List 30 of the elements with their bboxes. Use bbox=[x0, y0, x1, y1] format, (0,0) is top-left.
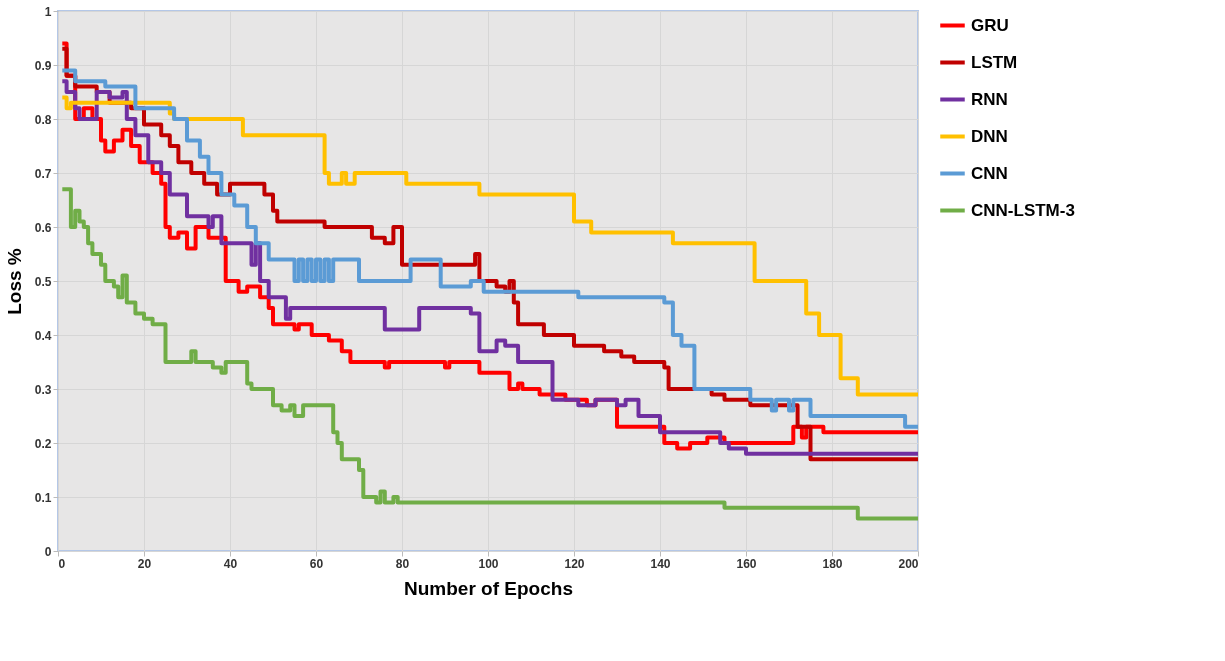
y-tick-label: 0.1 bbox=[34, 490, 52, 505]
y-axis-title: Loss % bbox=[3, 248, 25, 315]
y-tick-label: 0.4 bbox=[34, 328, 52, 343]
x-tick-label: 0 bbox=[58, 556, 66, 571]
x-tick-label: 200 bbox=[898, 556, 919, 571]
x-tick-label: 120 bbox=[564, 556, 585, 571]
x-tick-label: 80 bbox=[395, 556, 410, 571]
legend-label: GRU bbox=[971, 15, 1009, 35]
legend-label: RNN bbox=[971, 89, 1008, 109]
legend-label: DNN bbox=[971, 126, 1008, 146]
x-tick-label: 160 bbox=[736, 556, 757, 571]
y-tick-label: 0.3 bbox=[34, 382, 52, 397]
y-tick-label: 0 bbox=[44, 544, 52, 559]
x-tick-label: 40 bbox=[223, 556, 238, 571]
x-tick-label: 100 bbox=[478, 556, 499, 571]
x-tick-label: 180 bbox=[822, 556, 843, 571]
y-tick-label: 0.8 bbox=[34, 112, 52, 127]
legend-label: CNN-LSTM-3 bbox=[971, 200, 1075, 220]
legend-label: CNN bbox=[971, 163, 1008, 183]
x-tick-label: 60 bbox=[309, 556, 324, 571]
y-tick-label: 0.2 bbox=[34, 436, 52, 451]
y-tick-label: 0.9 bbox=[34, 58, 52, 73]
y-tick-label: 1 bbox=[44, 4, 52, 19]
x-tick-label: 140 bbox=[650, 556, 671, 571]
legend-label: LSTM bbox=[971, 52, 1018, 72]
x-axis-title: Number of Epochs bbox=[404, 577, 573, 599]
x-tick-label: 20 bbox=[137, 556, 152, 571]
y-tick-label: 0.7 bbox=[34, 166, 52, 181]
y-tick-label: 0.5 bbox=[34, 274, 52, 289]
y-tick-label: 0.6 bbox=[34, 220, 52, 235]
